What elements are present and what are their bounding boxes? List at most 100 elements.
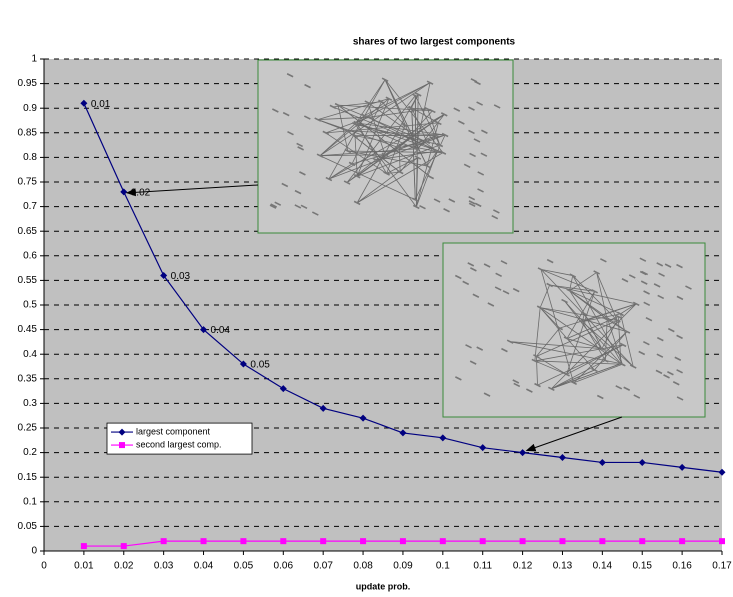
network-node	[427, 174, 435, 180]
network-edge	[551, 369, 595, 390]
network-node	[556, 325, 563, 331]
network-node	[272, 108, 279, 113]
network-node	[623, 329, 631, 334]
network-node	[395, 145, 403, 150]
network-node	[472, 293, 480, 298]
y-tick-label: 0.4	[23, 349, 37, 360]
network-node	[513, 382, 521, 388]
network-edge	[534, 360, 623, 365]
network-edge	[357, 144, 440, 177]
network-node	[325, 176, 333, 182]
network-edge	[356, 157, 419, 204]
point	[360, 538, 367, 545]
network-edge	[354, 79, 386, 125]
network-node	[300, 204, 308, 210]
x-tick-label: 0.15	[633, 561, 653, 572]
point	[319, 404, 327, 412]
data-label: 0.03	[171, 271, 191, 282]
network-edge	[317, 119, 348, 132]
y-tick-label: 0.9	[23, 103, 37, 114]
network-node	[453, 107, 461, 112]
network-node	[643, 301, 651, 306]
network-node	[270, 203, 278, 208]
inset-frame	[442, 242, 706, 418]
network-node	[591, 367, 598, 373]
x-axis-label: update prob.	[356, 581, 411, 591]
network-node	[578, 319, 586, 325]
y-tick-label: 0.45	[18, 324, 38, 335]
network-node	[633, 394, 641, 399]
network-edge	[582, 321, 634, 367]
network-node	[621, 278, 629, 283]
network-edge	[319, 148, 416, 157]
network-edge	[536, 320, 618, 357]
network-node	[657, 294, 665, 300]
network-node	[470, 267, 477, 272]
inset-network	[257, 59, 514, 234]
network-node	[314, 117, 322, 122]
network-node	[512, 379, 520, 384]
network-node	[468, 106, 475, 111]
network-node	[676, 263, 683, 269]
network-edge	[328, 79, 386, 180]
network-edge	[325, 132, 387, 174]
network-node	[419, 204, 426, 210]
network-node	[600, 258, 607, 263]
network-node	[294, 189, 302, 195]
network-edge	[551, 363, 622, 390]
network-node	[483, 263, 491, 268]
legend-label: largest component	[136, 426, 211, 436]
network-node	[423, 163, 431, 169]
network-node	[501, 347, 508, 353]
network-node	[303, 115, 311, 120]
network-node	[351, 121, 359, 127]
point	[200, 326, 208, 334]
point	[678, 463, 686, 471]
network-node	[561, 298, 568, 304]
y-tick-label: 0.95	[18, 78, 38, 89]
network-node	[617, 311, 624, 317]
network-node	[282, 111, 290, 117]
x-tick-label: 0.09	[393, 561, 413, 572]
point	[280, 538, 287, 545]
network-edge	[384, 135, 437, 156]
network-edge	[534, 344, 624, 362]
network-node	[287, 130, 294, 136]
network-edge	[354, 135, 443, 154]
network-node	[676, 334, 683, 340]
point	[200, 538, 207, 545]
point	[519, 449, 527, 457]
network-node	[411, 93, 419, 98]
network-node	[476, 101, 483, 106]
network-edge	[607, 319, 623, 365]
network-node	[458, 120, 465, 125]
network-node	[619, 342, 627, 348]
network-node	[641, 270, 649, 276]
network-edge	[564, 300, 622, 364]
network-node	[468, 129, 475, 135]
network-node	[468, 200, 476, 205]
network-edge	[386, 157, 419, 174]
network-edge	[551, 360, 606, 390]
point	[160, 271, 168, 279]
y-tick-label: 0.5	[23, 300, 37, 311]
network-node	[329, 104, 337, 110]
network-node	[468, 202, 476, 208]
network-node	[493, 104, 501, 109]
point	[599, 538, 606, 545]
network-edge	[534, 360, 567, 375]
point	[439, 434, 447, 442]
network-node	[617, 361, 625, 366]
network-node	[603, 317, 611, 322]
network-node	[566, 288, 573, 293]
network-node	[494, 286, 502, 291]
network-node	[656, 353, 664, 358]
network-node	[454, 274, 462, 280]
network-node	[613, 318, 621, 323]
network-edge	[325, 122, 439, 134]
y-tick-label: 0.3	[23, 398, 37, 409]
network-edge	[415, 82, 431, 149]
network-node	[433, 148, 441, 154]
y-tick-label: 0.15	[18, 472, 38, 483]
network-node	[476, 346, 484, 351]
